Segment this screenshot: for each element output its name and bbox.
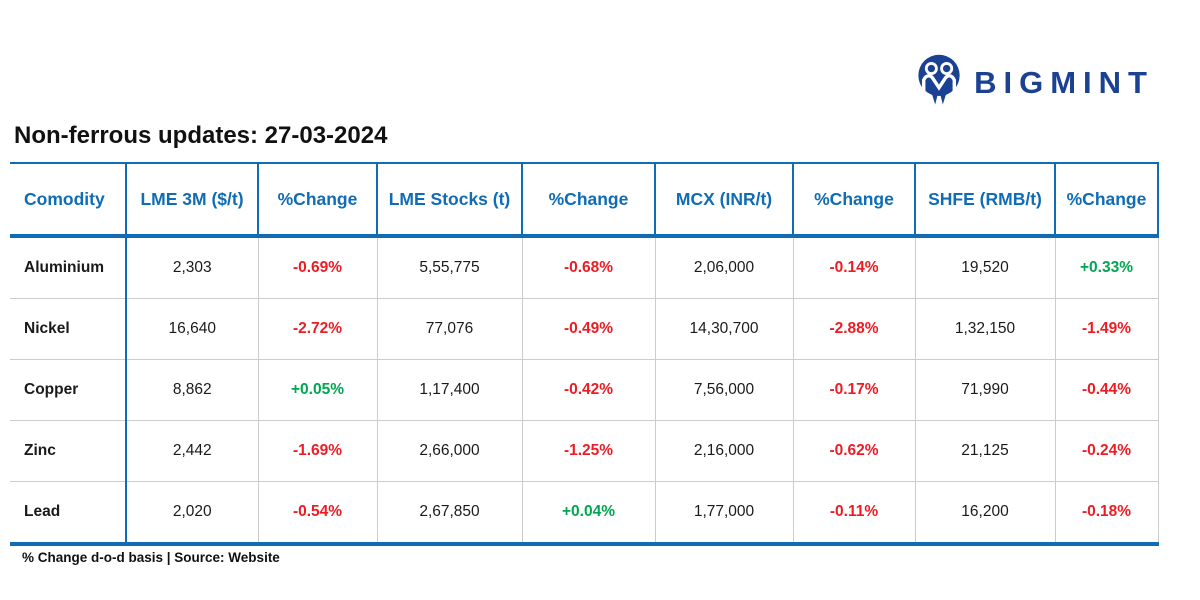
mcx-change: -0.14%: [792, 236, 915, 299]
header-row: Comodity LME 3M ($/t) %Change LME Stocks…: [10, 163, 1159, 238]
mcx-value: 14,30,700: [654, 298, 793, 360]
mcx-value: 2,06,000: [654, 236, 793, 299]
column-header-lme-stocks: LME Stocks (t): [376, 163, 522, 238]
column-header-mcx-change: %Change: [792, 163, 915, 238]
column-header-shfe: SHFE (RMB/t): [914, 163, 1055, 238]
mcx-change: -2.88%: [792, 298, 915, 360]
lme-stocks-value: 1,17,400: [376, 359, 522, 421]
mcx-change: -0.62%: [792, 420, 915, 482]
shfe-change: -1.49%: [1054, 298, 1159, 360]
shfe-value: 1,32,150: [914, 298, 1055, 360]
column-header-shfe-change: %Change: [1054, 163, 1159, 238]
commodity-name: Copper: [10, 359, 126, 421]
commodity-name: Lead: [10, 481, 126, 544]
lme-3m-change: -0.69%: [257, 236, 377, 299]
lme-stocks-value: 2,66,000: [376, 420, 522, 482]
column-header-commodity: Comodity: [10, 163, 126, 238]
lme-3m-value: 8,862: [125, 359, 258, 421]
shfe-change: -0.18%: [1054, 481, 1159, 544]
shfe-value: 19,520: [914, 236, 1055, 299]
table-row-copper: Copper 8,862 +0.05% 1,17,400 -0.42% 7,56…: [10, 359, 1159, 421]
source-footnote: % Change d-o-d basis | Source: Website: [22, 550, 280, 565]
brand-name: BIGMINT: [974, 64, 1154, 100]
lme-stocks-value: 2,67,850: [376, 481, 522, 544]
lme-stocks-change: -1.25%: [521, 420, 655, 482]
lme-stocks-value: 77,076: [376, 298, 522, 360]
lme-3m-value: 2,442: [125, 420, 258, 482]
column-header-lme-3m: LME 3M ($/t): [125, 163, 258, 238]
table-row-nickel: Nickel 16,640 -2.72% 77,076 -0.49% 14,30…: [10, 298, 1159, 360]
shfe-change: +0.33%: [1054, 236, 1159, 299]
lme-stocks-value: 5,55,775: [376, 236, 522, 299]
mcx-value: 2,16,000: [654, 420, 793, 482]
commodity-name: Nickel: [10, 298, 126, 360]
mcx-value: 7,56,000: [654, 359, 793, 421]
shfe-value: 21,125: [914, 420, 1055, 482]
table-row-aluminium: Aluminium 2,303 -0.69% 5,55,775 -0.68% 2…: [10, 236, 1159, 299]
non-ferrous-prices-table: Comodity LME 3M ($/t) %Change LME Stocks…: [10, 162, 1159, 546]
lme-stocks-change: -0.68%: [521, 236, 655, 299]
lme-3m-change: -0.54%: [257, 481, 377, 544]
column-header-lme-stocks-change: %Change: [521, 163, 655, 238]
lme-3m-value: 2,020: [125, 481, 258, 544]
page-title: Non-ferrous updates: 27-03-2024: [14, 122, 388, 149]
column-header-lme-3m-change: %Change: [257, 163, 377, 238]
bigmint-logo-icon: [916, 54, 962, 111]
column-header-mcx: MCX (INR/t): [654, 163, 793, 238]
commodity-name: Zinc: [10, 420, 126, 482]
lme-3m-value: 2,303: [125, 236, 258, 299]
table-row-lead: Lead 2,020 -0.54% 2,67,850 +0.04% 1,77,0…: [10, 481, 1159, 544]
bigmint-logo: BIGMINT: [916, 54, 1154, 111]
shfe-value: 71,990: [914, 359, 1055, 421]
commodity-name: Aluminium: [24, 259, 105, 276]
lme-3m-change: -1.69%: [257, 420, 377, 482]
mcx-change: -0.17%: [792, 359, 915, 421]
lme-stocks-change: +0.04%: [521, 481, 655, 544]
mcx-value: 1,77,000: [654, 481, 793, 544]
lme-3m-change: +0.05%: [257, 359, 377, 421]
lme-stocks-change: -0.42%: [521, 359, 655, 421]
lme-3m-value: 16,640: [125, 298, 258, 360]
lme-stocks-change: -0.49%: [521, 298, 655, 360]
shfe-change: -0.44%: [1054, 359, 1159, 421]
shfe-change: -0.24%: [1054, 420, 1159, 482]
lme-3m-change: -2.72%: [257, 298, 377, 360]
table-row-zinc: Zinc 2,442 -1.69% 2,66,000 -1.25% 2,16,0…: [10, 420, 1159, 482]
mcx-change: -0.11%: [792, 481, 915, 544]
shfe-value: 16,200: [914, 481, 1055, 544]
